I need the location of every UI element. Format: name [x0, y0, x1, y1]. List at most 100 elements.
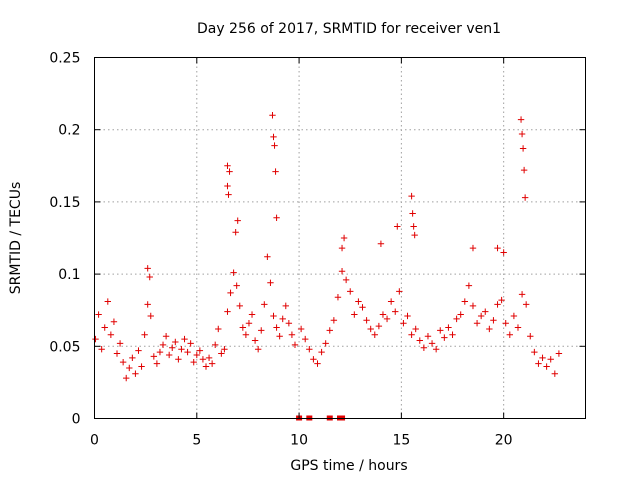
data-point	[494, 244, 501, 252]
data-point	[236, 302, 243, 310]
data-point	[408, 192, 415, 200]
data-point	[144, 265, 151, 272]
data-point	[113, 350, 121, 357]
data-point	[400, 319, 407, 327]
data-point	[394, 223, 401, 230]
data-point	[224, 308, 231, 315]
x-tick-label: 5	[192, 433, 201, 449]
data-point	[184, 348, 191, 356]
data-point	[297, 325, 305, 333]
data-point	[135, 347, 142, 354]
data-point	[126, 364, 133, 372]
data-point	[377, 240, 385, 247]
data-point	[392, 308, 399, 315]
data-point	[272, 168, 279, 175]
data-point	[169, 344, 176, 351]
x-tick-labels: 0 5 10 15 20	[90, 433, 513, 449]
data-point	[494, 301, 501, 308]
data-point	[232, 229, 239, 236]
data-point	[288, 331, 296, 338]
data-point	[123, 374, 130, 382]
data-point	[172, 338, 179, 346]
data-point	[428, 340, 436, 347]
data-point	[230, 269, 237, 276]
data-point	[165, 351, 173, 359]
data-point	[147, 312, 154, 320]
data-point	[404, 312, 411, 320]
data-point	[338, 268, 346, 275]
x-axis-label: GPS time / hours	[290, 458, 407, 474]
data-point	[205, 354, 213, 362]
data-point	[334, 294, 342, 301]
data-point	[196, 347, 204, 354]
data-point	[146, 273, 153, 281]
data-point	[519, 145, 527, 152]
axis-ticks	[94, 57, 586, 419]
data-point	[141, 331, 148, 338]
data-point	[285, 319, 293, 327]
data-point	[242, 331, 250, 338]
data-point	[379, 311, 387, 318]
y-tick-label: 0.05	[49, 339, 80, 355]
data-point	[224, 162, 231, 169]
data-point	[153, 360, 161, 367]
data-point	[271, 142, 278, 149]
data-point	[302, 335, 309, 343]
data-point	[351, 311, 358, 318]
data-point	[342, 276, 350, 284]
data-point	[150, 353, 158, 360]
data-point	[254, 345, 262, 353]
data-point	[330, 317, 338, 324]
data-point	[437, 327, 444, 334]
data-point	[539, 354, 546, 362]
data-point	[225, 191, 232, 198]
data-point	[490, 317, 497, 324]
data-point	[138, 363, 145, 370]
data-point	[234, 217, 241, 224]
data-point	[461, 298, 468, 305]
data-point	[482, 308, 489, 315]
data-point	[409, 210, 416, 217]
data-point	[233, 282, 240, 289]
data-point	[473, 319, 481, 327]
data-point	[276, 332, 283, 340]
data-point	[449, 331, 456, 338]
data-point	[199, 356, 207, 363]
data-point	[535, 360, 542, 367]
data-point	[310, 356, 317, 363]
data-point	[363, 317, 370, 324]
data-point	[227, 289, 234, 297]
data-point	[119, 358, 127, 366]
data-points	[92, 112, 563, 421]
data-point	[453, 315, 460, 323]
chart-title: Day 256 of 2017, SRMTID for receiver ven…	[197, 21, 501, 37]
data-point	[291, 341, 299, 349]
data-point	[116, 340, 124, 347]
data-point	[190, 358, 197, 366]
x-tick-label: 0	[90, 433, 99, 449]
y-axis-label: SRMTID / TECUs	[8, 182, 24, 295]
data-point	[269, 112, 276, 119]
data-point	[162, 332, 170, 340]
data-point	[270, 312, 277, 320]
data-point	[551, 370, 559, 377]
data-point	[248, 311, 256, 318]
y-tick-label: 0.25	[49, 51, 80, 67]
data-point	[432, 345, 440, 353]
data-point	[408, 331, 415, 338]
data-point	[258, 327, 265, 334]
data-point	[517, 116, 525, 123]
data-point	[181, 335, 188, 343]
data-point	[543, 363, 550, 370]
data-point	[98, 345, 105, 353]
data-point	[510, 312, 518, 320]
data-point	[273, 214, 280, 221]
data-point	[95, 311, 102, 318]
data-point	[221, 345, 228, 353]
grid-lines	[94, 57, 586, 419]
data-point	[518, 291, 526, 298]
data-point	[416, 337, 423, 344]
x-tick-label: 10	[290, 433, 308, 449]
data-point	[306, 345, 313, 353]
data-point	[110, 318, 118, 325]
